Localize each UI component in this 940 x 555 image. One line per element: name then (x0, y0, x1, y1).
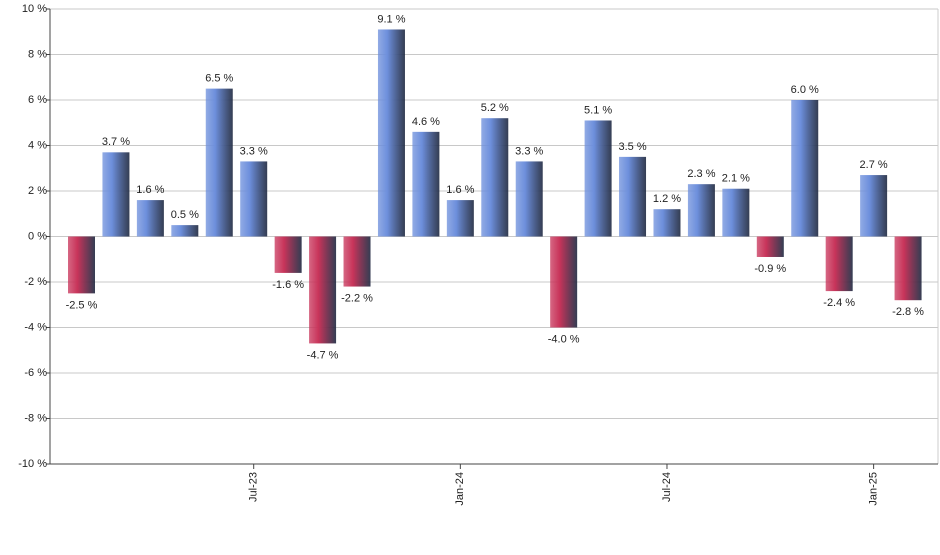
data-label: 2.3 % (687, 168, 715, 180)
bar (791, 100, 819, 237)
y-tick-label: -10 % (18, 458, 47, 470)
bar (309, 236, 337, 344)
y-tick-label: 4 % (28, 139, 47, 151)
data-label: 6.0 % (791, 84, 819, 96)
bar (653, 209, 681, 237)
bar (412, 131, 440, 237)
data-label: 0.5 % (171, 209, 199, 221)
data-label: -2.5 % (66, 299, 98, 311)
y-tick-label: -8 % (24, 412, 47, 424)
y-tick-label: 0 % (28, 230, 47, 242)
data-label: 4.6 % (412, 116, 440, 128)
bar (171, 225, 199, 237)
y-tick-label: 8 % (28, 48, 47, 60)
data-label: -2.2 % (341, 292, 373, 304)
data-label: -4.0 % (548, 333, 580, 345)
data-label: 3.3 % (240, 145, 268, 157)
x-tick-label: Jan-25 (868, 472, 880, 506)
bar (136, 200, 164, 237)
bar (619, 156, 647, 237)
bar (894, 236, 922, 301)
data-label: 5.1 % (584, 104, 612, 116)
data-label: 1.6 % (446, 184, 474, 196)
bar (240, 161, 268, 237)
y-tick-label: -4 % (24, 321, 47, 333)
data-label: 9.1 % (377, 13, 405, 25)
y-tick-label: -2 % (24, 276, 47, 288)
x-tick-label: Jul-23 (248, 472, 260, 502)
bar (68, 236, 95, 294)
data-label: -1.6 % (272, 279, 304, 291)
bar (205, 88, 233, 237)
bar (446, 200, 474, 237)
data-label: 2.1 % (722, 173, 750, 185)
bar (343, 236, 371, 287)
bar (274, 236, 302, 273)
data-label: 3.7 % (102, 136, 130, 148)
bar (377, 29, 405, 237)
data-label: -2.8 % (892, 306, 924, 318)
data-label: 1.2 % (653, 193, 681, 205)
bar (756, 236, 784, 257)
data-label: -4.7 % (307, 349, 339, 361)
x-tick-label: Jul-24 (661, 472, 673, 502)
bar (515, 161, 543, 237)
data-label: -0.9 % (754, 263, 786, 275)
bar (860, 175, 888, 237)
data-label: 1.6 % (136, 184, 164, 196)
bar (722, 188, 750, 237)
data-label: 6.5 % (205, 73, 233, 85)
y-tick-label: 2 % (28, 185, 47, 197)
data-label: 5.2 % (481, 102, 509, 114)
x-tick-label: Jan-24 (454, 472, 466, 506)
y-tick-label: 10 % (22, 3, 47, 15)
bar (584, 120, 612, 237)
bar (687, 184, 715, 237)
data-label: 3.3 % (515, 145, 543, 157)
bar (102, 152, 130, 237)
data-label: -2.4 % (823, 297, 855, 309)
y-tick-label: -6 % (24, 367, 47, 379)
bar (825, 236, 853, 292)
bar (481, 118, 509, 237)
data-label: 2.7 % (860, 159, 888, 171)
bar (550, 236, 578, 328)
y-tick-label: 6 % (28, 94, 47, 106)
data-label: 3.5 % (618, 141, 646, 153)
